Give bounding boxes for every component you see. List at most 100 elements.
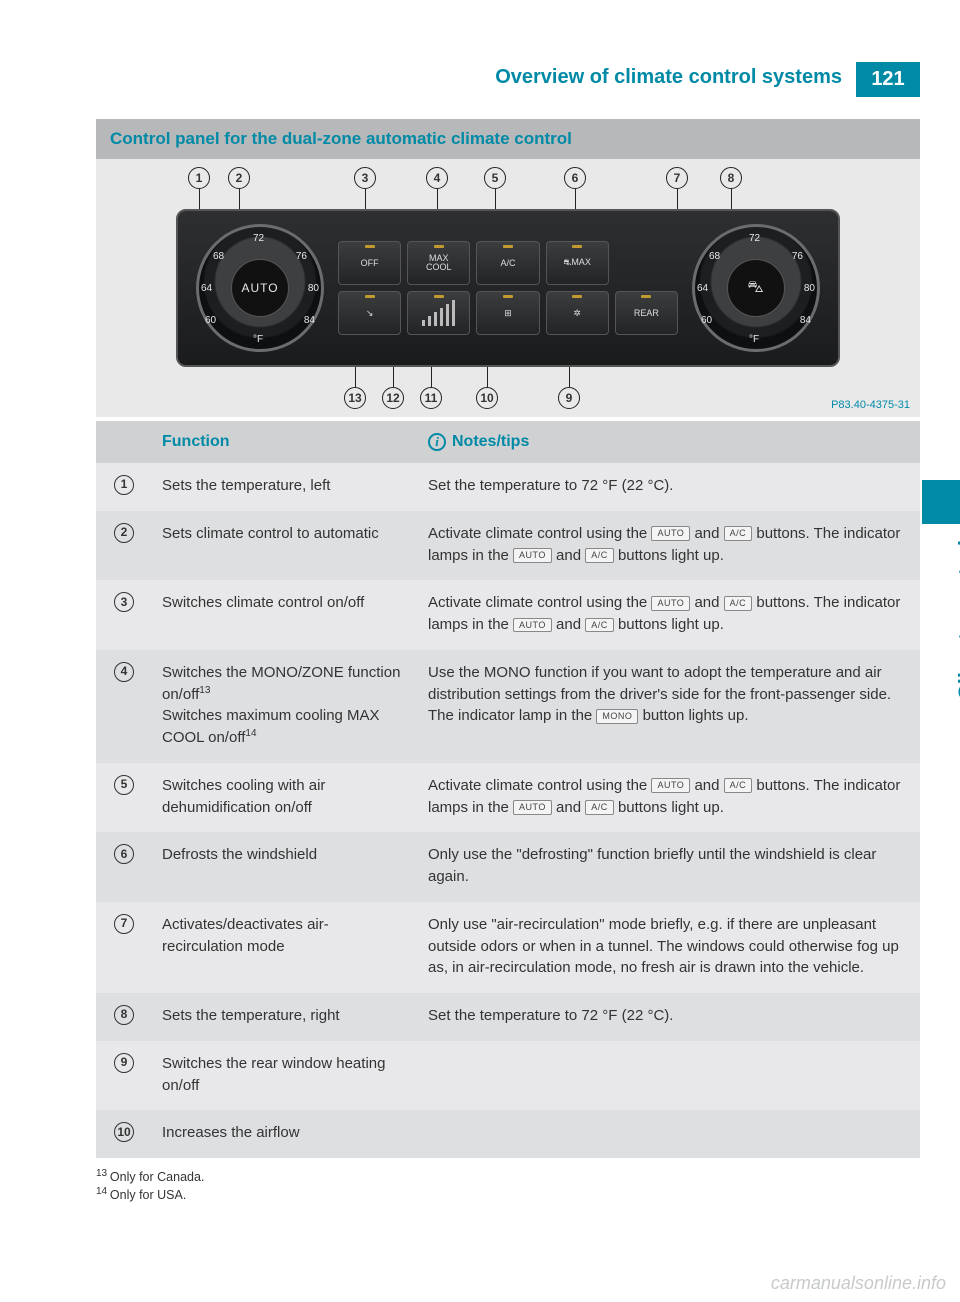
table-header: Function iNotes/tips bbox=[96, 421, 920, 463]
keycap-auto: AUTO bbox=[651, 526, 690, 541]
callout-5: 5 bbox=[484, 167, 506, 189]
keycap-a/c: A/C bbox=[585, 800, 614, 815]
col-function: Function bbox=[152, 421, 418, 463]
notes-cell: Only use the "defrosting" function brief… bbox=[418, 832, 920, 902]
vent-button[interactable]: ⊞ bbox=[476, 291, 539, 335]
climate-panel-diagram: 1 2 3 4 5 6 7 8 13 12 11 10 9 AUTO 60 64 bbox=[96, 159, 920, 417]
table-row: 8 Sets the temperature, rightSet the temp… bbox=[96, 993, 920, 1041]
header-title: Overview of climate control systems bbox=[96, 62, 856, 97]
watermark: carmanualsonline.info bbox=[771, 1273, 946, 1294]
function-cell: Switches climate control on/off bbox=[152, 580, 418, 650]
callout-9: 9 bbox=[558, 387, 580, 409]
table-row: 3 Switches climate control on/offActivate… bbox=[96, 580, 920, 650]
function-cell: Defrosts the windshield bbox=[152, 832, 418, 902]
table-row: 1 Sets the temperature, leftSet the tempe… bbox=[96, 463, 920, 511]
keycap-mono: MONO bbox=[596, 709, 638, 724]
table-row: 2 Sets climate control to automaticActiva… bbox=[96, 511, 920, 581]
defrost-button[interactable]: ⛐MAX bbox=[546, 241, 609, 285]
row-number: 8 bbox=[114, 1005, 134, 1025]
right-temp-dial[interactable]: ⛍ 60 64 68 72 76 80 84 °F bbox=[692, 224, 820, 352]
callout-3: 3 bbox=[354, 167, 376, 189]
climate-panel-body: AUTO 60 64 68 72 76 80 84 °F OFF MAX COO… bbox=[176, 209, 840, 367]
keycap-auto: AUTO bbox=[651, 778, 690, 793]
function-cell: Sets the temperature, right bbox=[152, 993, 418, 1041]
callout-4: 4 bbox=[426, 167, 448, 189]
airflow-bars-icon bbox=[422, 300, 455, 326]
row-number: 5 bbox=[114, 775, 134, 795]
footnote-13: 13 Only for Canada. bbox=[96, 1168, 920, 1184]
footnote-14: 14 Only for USA. bbox=[96, 1186, 920, 1202]
auto-label-left: AUTO bbox=[231, 259, 289, 317]
keycap-auto: AUTO bbox=[513, 800, 552, 815]
row-number: 2 bbox=[114, 523, 134, 543]
notes-cell bbox=[418, 1041, 920, 1111]
callout-2: 2 bbox=[228, 167, 250, 189]
figure-reference: P83.40-4375-31 bbox=[831, 399, 910, 411]
callout-12: 12 bbox=[382, 387, 404, 409]
side-tab bbox=[922, 480, 960, 524]
side-section-label: Climate control bbox=[954, 540, 960, 700]
function-cell: Sets climate control to automatic bbox=[152, 511, 418, 581]
keycap-auto: AUTO bbox=[513, 618, 552, 633]
row-number: 3 bbox=[114, 592, 134, 612]
keycap-a/c: A/C bbox=[585, 618, 614, 633]
table-row: 4 Switches the MONO/ZONE function on/off1… bbox=[96, 650, 920, 763]
notes-cell: Activate climate control using the AUTO … bbox=[418, 580, 920, 650]
notes-cell: Only use "air-recirculation" mode briefl… bbox=[418, 902, 920, 993]
table-row: 7 Activates/deactivates air-recirculation… bbox=[96, 902, 920, 993]
callout-10: 10 bbox=[476, 387, 498, 409]
table-row: 5 Switches cooling with air dehumidificat… bbox=[96, 763, 920, 833]
table-row: 6 Defrosts the windshieldOnly use the "de… bbox=[96, 832, 920, 902]
notes-cell bbox=[418, 1110, 920, 1158]
table-row: 9 Switches the rear window heating on/off bbox=[96, 1041, 920, 1111]
notes-cell: Activate climate control using the AUTO … bbox=[418, 511, 920, 581]
left-temp-dial[interactable]: AUTO 60 64 68 72 76 80 84 °F bbox=[196, 224, 324, 352]
fan-button[interactable]: ✲ bbox=[546, 291, 609, 335]
airflow-dir-button[interactable]: ↘ bbox=[338, 291, 401, 335]
keycap-a/c: A/C bbox=[585, 548, 614, 563]
row-number: 6 bbox=[114, 844, 134, 864]
ac-button[interactable]: A/C bbox=[476, 241, 539, 285]
function-cell: Switches cooling with air dehumidificati… bbox=[152, 763, 418, 833]
airflow-bars-button[interactable] bbox=[407, 291, 470, 335]
page-number: 121 bbox=[856, 62, 920, 97]
notes-cell: Set the temperature to 72 °F (22 °C). bbox=[418, 463, 920, 511]
col-notes: iNotes/tips bbox=[418, 421, 920, 463]
off-button[interactable]: OFF bbox=[338, 241, 401, 285]
row-number: 4 bbox=[114, 662, 134, 682]
section-heading: Control panel for the dual-zone automati… bbox=[96, 119, 920, 159]
notes-cell: Use the MONO function if you want to ado… bbox=[418, 650, 920, 763]
rear-defrost-button[interactable]: REAR bbox=[615, 291, 678, 335]
keycap-auto: AUTO bbox=[513, 548, 552, 563]
footnotes: 13 Only for Canada. 14 Only for USA. bbox=[96, 1168, 920, 1202]
keycap-a/c: A/C bbox=[724, 778, 753, 793]
callout-8: 8 bbox=[720, 167, 742, 189]
center-button-grid: OFF MAX COOL A/C ⛐MAX ↘ ⊞ ✲ REAR bbox=[338, 241, 678, 335]
keycap-auto: AUTO bbox=[651, 596, 690, 611]
page-header: Overview of climate control systems 121 bbox=[96, 62, 920, 97]
callout-7: 7 bbox=[666, 167, 688, 189]
table-row: 10 Increases the airflow bbox=[96, 1110, 920, 1158]
function-cell: Sets the temperature, left bbox=[152, 463, 418, 511]
row-number: 7 bbox=[114, 914, 134, 934]
maxcool-button[interactable]: MAX COOL bbox=[407, 241, 470, 285]
function-cell: Switches the MONO/ZONE function on/off13… bbox=[152, 650, 418, 763]
function-cell: Increases the airflow bbox=[152, 1110, 418, 1158]
row-number: 10 bbox=[114, 1122, 134, 1142]
info-icon: i bbox=[428, 433, 446, 451]
notes-cell: Set the temperature to 72 °F (22 °C). bbox=[418, 993, 920, 1041]
keycap-a/c: A/C bbox=[724, 596, 753, 611]
callout-13: 13 bbox=[344, 387, 366, 409]
function-cell: Switches the rear window heating on/off bbox=[152, 1041, 418, 1111]
page: Climate control Overview of climate cont… bbox=[0, 0, 960, 1302]
notes-cell: Activate climate control using the AUTO … bbox=[418, 763, 920, 833]
row-number: 1 bbox=[114, 475, 134, 495]
car-icon-right: ⛍ bbox=[727, 259, 785, 317]
callout-6: 6 bbox=[564, 167, 586, 189]
keycap-a/c: A/C bbox=[724, 526, 753, 541]
callout-11: 11 bbox=[420, 387, 442, 409]
function-cell: Activates/deactivates air-recirculation … bbox=[152, 902, 418, 993]
callout-1: 1 bbox=[188, 167, 210, 189]
function-table: Function iNotes/tips 1 Sets the temperatu… bbox=[96, 421, 920, 1158]
row-number: 9 bbox=[114, 1053, 134, 1073]
